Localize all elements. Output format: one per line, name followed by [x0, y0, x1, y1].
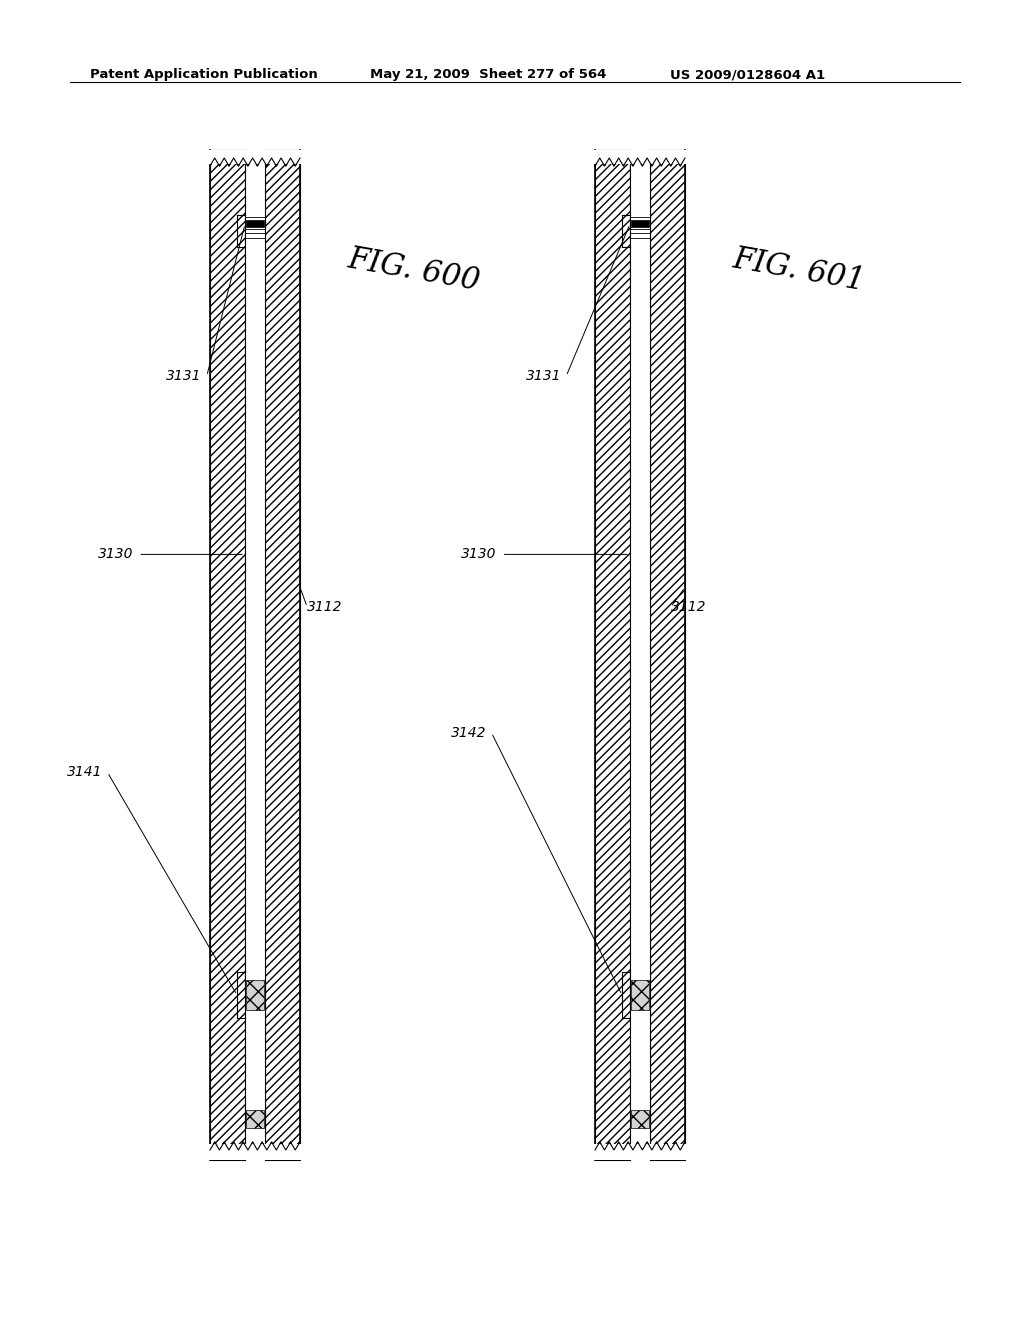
Text: May 21, 2009  Sheet 277 of 564: May 21, 2009 Sheet 277 of 564 — [370, 69, 606, 81]
Text: FIG. 600: FIG. 600 — [345, 243, 482, 297]
Text: 3141: 3141 — [67, 766, 102, 779]
Text: FIG. 601: FIG. 601 — [730, 243, 867, 297]
Text: 3112: 3112 — [671, 601, 707, 614]
Polygon shape — [246, 220, 264, 227]
Text: 3131: 3131 — [166, 370, 202, 383]
Polygon shape — [593, 150, 687, 164]
Polygon shape — [210, 150, 245, 1160]
Polygon shape — [630, 150, 650, 1160]
Text: 3130: 3130 — [97, 548, 133, 561]
Polygon shape — [650, 150, 685, 1160]
Polygon shape — [246, 1110, 264, 1129]
Polygon shape — [246, 979, 264, 1010]
Text: 3112: 3112 — [307, 601, 343, 614]
Polygon shape — [208, 1144, 302, 1160]
Polygon shape — [631, 979, 649, 1010]
Polygon shape — [595, 150, 630, 1160]
Polygon shape — [265, 150, 300, 1160]
Text: 3142: 3142 — [451, 726, 486, 739]
Polygon shape — [208, 150, 302, 164]
Polygon shape — [631, 220, 649, 227]
Text: US 2009/0128604 A1: US 2009/0128604 A1 — [670, 69, 825, 81]
Polygon shape — [593, 1144, 687, 1160]
Text: 3130: 3130 — [461, 548, 497, 561]
Polygon shape — [245, 150, 265, 1160]
Text: 3131: 3131 — [525, 370, 561, 383]
Text: Patent Application Publication: Patent Application Publication — [90, 69, 317, 81]
Polygon shape — [631, 1110, 649, 1129]
